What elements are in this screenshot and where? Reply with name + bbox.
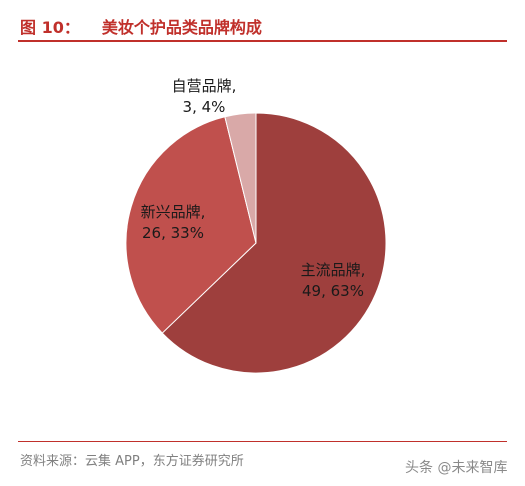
slice-name-label-0: 主流品牌, bbox=[301, 261, 366, 279]
chart-title-row: 图 10： 美妆个护品类品牌构成 bbox=[20, 14, 262, 38]
figure-number: 图 10： bbox=[20, 18, 80, 37]
pie-slices bbox=[125, 112, 387, 374]
slice-value-label-1: 26, 33% bbox=[142, 224, 204, 242]
source-note: 资料来源：云集 APP，东方证券研究所 bbox=[20, 454, 244, 469]
watermark: 头条 @未来智库 bbox=[405, 460, 508, 476]
pie-slice-2 bbox=[224, 112, 257, 244]
pie-labels: 主流品牌, 49, 63% 新兴品牌, 26, 33% 自营品牌, 3, 4% bbox=[141, 77, 366, 300]
slice-value-label-0: 49, 63% bbox=[302, 282, 364, 300]
title-divider bbox=[18, 40, 507, 42]
pie-slice-1 bbox=[125, 116, 257, 334]
footer-divider bbox=[18, 441, 507, 442]
pie-slice-0 bbox=[161, 112, 387, 374]
slice-name-label-2: 自营品牌, bbox=[172, 77, 237, 95]
chart-title: 美妆个护品类品牌构成 bbox=[101, 18, 262, 37]
slice-value-label-2: 3, 4% bbox=[183, 98, 226, 116]
slice-name-label-1: 新兴品牌, bbox=[141, 203, 206, 221]
